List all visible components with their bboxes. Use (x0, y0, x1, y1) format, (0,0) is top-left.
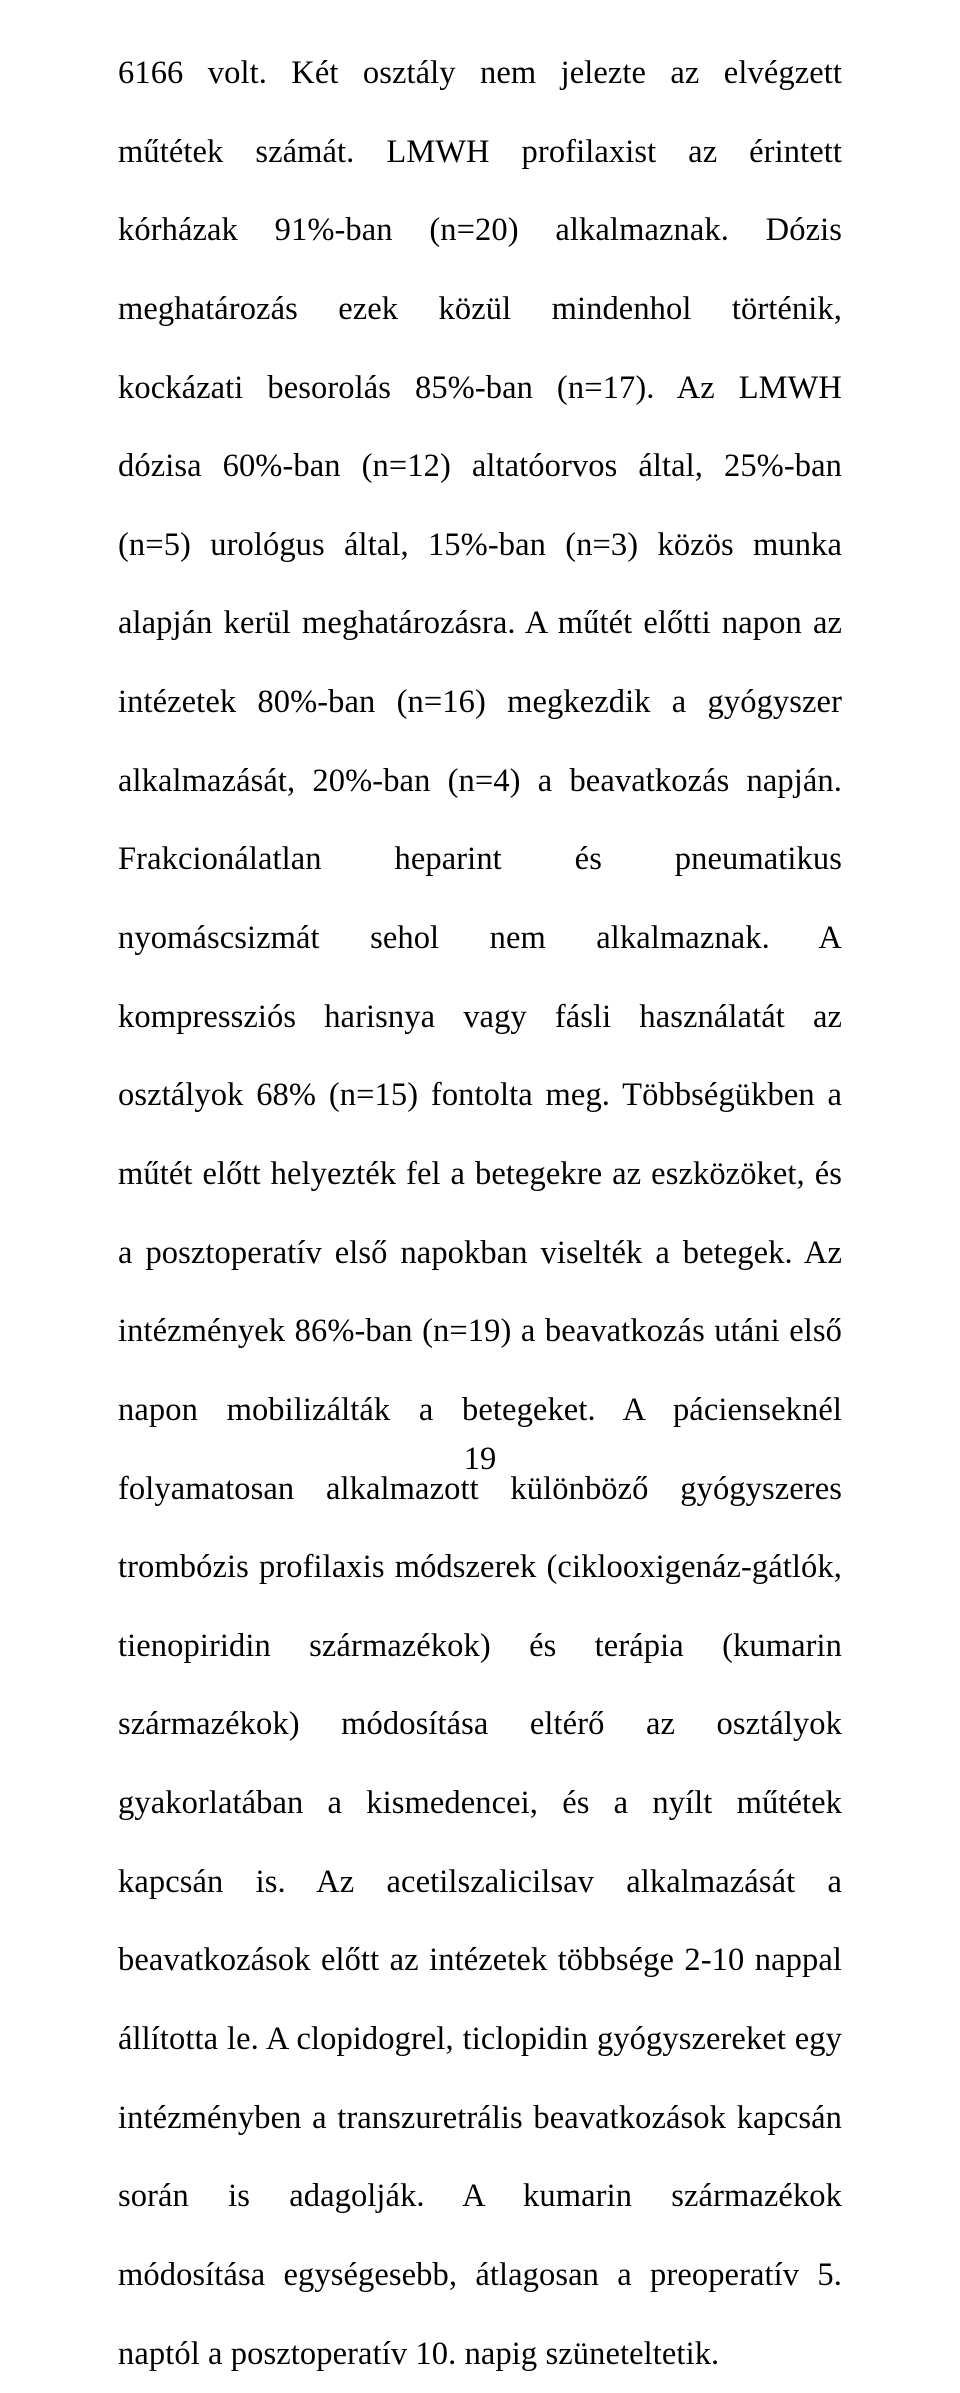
body-paragraph: 6166 volt. Két osztály nem jelezte az el… (118, 34, 842, 2393)
page-number: 19 (0, 1441, 960, 1478)
document-page: 6166 volt. Két osztály nem jelezte az el… (0, 0, 960, 1496)
